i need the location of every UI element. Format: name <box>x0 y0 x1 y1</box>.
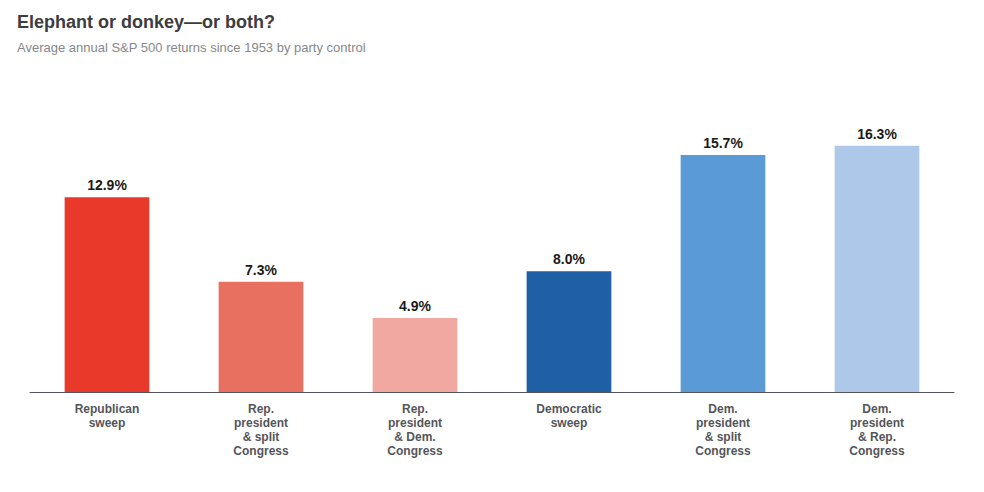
svg-text:president: president <box>234 416 288 430</box>
svg-text:Congress: Congress <box>849 444 905 458</box>
svg-text:sweep: sweep <box>89 416 126 430</box>
svg-text:Democratic: Democratic <box>536 402 602 416</box>
svg-text:Elephant or donkey—or both?: Elephant or donkey—or both? <box>17 12 275 32</box>
svg-text:Congress: Congress <box>387 444 443 458</box>
svg-text:4.9%: 4.9% <box>399 298 431 314</box>
svg-text:Dem.: Dem. <box>708 402 737 416</box>
svg-text:16.3%: 16.3% <box>857 126 897 142</box>
svg-text:Rep.: Rep. <box>402 402 428 416</box>
svg-text:& Dem.: & Dem. <box>394 430 435 444</box>
svg-text:Congress: Congress <box>233 444 289 458</box>
svg-text:sweep: sweep <box>551 416 588 430</box>
svg-text:Congress: Congress <box>695 444 751 458</box>
svg-text:Average annual S&P 500 returns: Average annual S&P 500 returns since 195… <box>17 40 366 55</box>
svg-text:& Rep.: & Rep. <box>858 430 896 444</box>
svg-text:& split: & split <box>705 430 742 444</box>
svg-text:Dem.: Dem. <box>862 402 891 416</box>
svg-text:& split: & split <box>243 430 280 444</box>
svg-text:Rep.: Rep. <box>248 402 274 416</box>
svg-text:Republican: Republican <box>75 402 140 416</box>
svg-text:8.0%: 8.0% <box>553 251 585 267</box>
svg-text:7.3%: 7.3% <box>245 262 277 278</box>
svg-text:president: president <box>388 416 442 430</box>
svg-text:15.7%: 15.7% <box>703 135 743 151</box>
svg-text:12.9%: 12.9% <box>87 177 127 193</box>
svg-text:president: president <box>850 416 904 430</box>
svg-text:president: president <box>696 416 750 430</box>
